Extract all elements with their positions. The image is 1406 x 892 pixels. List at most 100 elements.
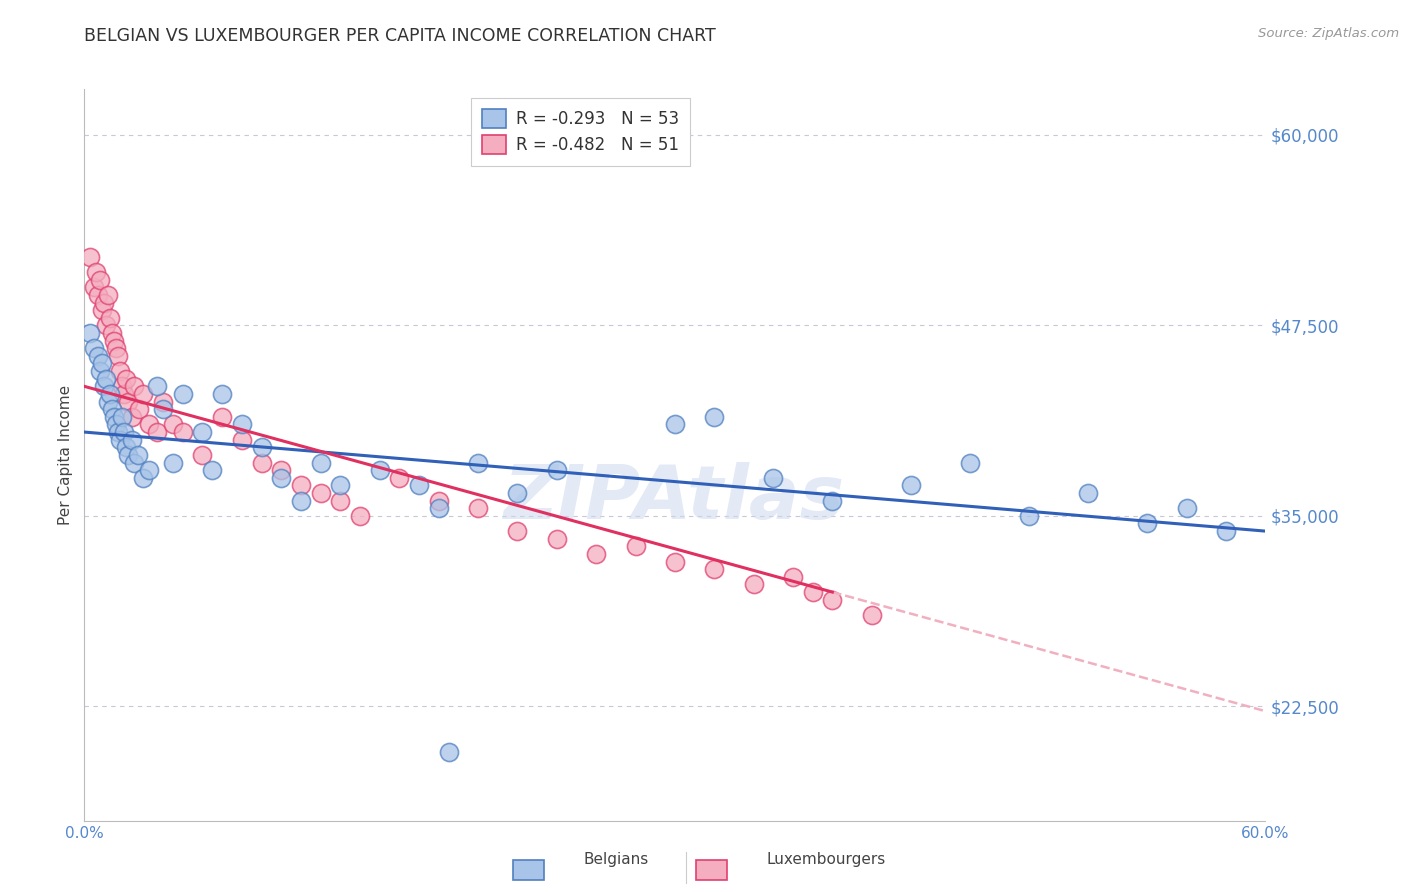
Point <box>172 425 194 439</box>
Point <box>703 562 725 576</box>
Point <box>742 577 765 591</box>
Point <box>111 379 134 393</box>
Point <box>83 341 105 355</box>
Point <box>1175 501 1198 516</box>
Point <box>97 288 120 302</box>
Point <box>329 478 352 492</box>
Point <box>117 448 139 462</box>
Point <box>128 402 150 417</box>
Point <box>211 409 233 424</box>
Point <box>664 417 686 432</box>
Point <box>1136 516 1159 531</box>
Point <box>388 471 411 485</box>
Point <box>506 486 529 500</box>
Point <box>162 417 184 432</box>
Point <box>138 417 160 432</box>
Text: ZIPAtlas: ZIPAtlas <box>505 462 845 535</box>
Point <box>93 295 115 310</box>
Point <box>98 387 121 401</box>
Point <box>762 471 785 485</box>
Point <box>585 547 607 561</box>
Point <box>122 379 145 393</box>
Text: Source: ZipAtlas.com: Source: ZipAtlas.com <box>1258 27 1399 40</box>
Point <box>437 745 460 759</box>
Point <box>108 433 131 447</box>
Point <box>900 478 922 492</box>
Legend: R = -0.293   N = 53, R = -0.482   N = 51: R = -0.293 N = 53, R = -0.482 N = 51 <box>471 97 690 166</box>
Point <box>103 409 125 424</box>
Point <box>94 318 117 333</box>
Point <box>79 250 101 264</box>
Point <box>107 425 129 439</box>
Point <box>467 456 489 470</box>
Point <box>624 539 647 553</box>
Point <box>97 394 120 409</box>
Point <box>959 456 981 470</box>
Point <box>111 409 134 424</box>
Point <box>83 280 105 294</box>
Point <box>1077 486 1099 500</box>
Point <box>87 288 110 302</box>
Point <box>1215 524 1237 538</box>
Point <box>152 402 174 417</box>
Point <box>231 417 253 432</box>
Point <box>546 463 568 477</box>
Point <box>368 463 391 477</box>
Point <box>132 387 155 401</box>
Point <box>127 448 149 462</box>
Point <box>231 433 253 447</box>
Point <box>114 440 136 454</box>
Point <box>191 425 214 439</box>
Point <box>408 478 430 492</box>
Point <box>121 409 143 424</box>
Point <box>112 387 135 401</box>
Point <box>821 493 844 508</box>
Point <box>782 570 804 584</box>
Point <box>506 524 529 538</box>
Point <box>104 417 127 432</box>
Point <box>329 493 352 508</box>
Point <box>309 486 332 500</box>
Point <box>114 372 136 386</box>
Point <box>546 532 568 546</box>
Text: BELGIAN VS LUXEMBOURGER PER CAPITA INCOME CORRELATION CHART: BELGIAN VS LUXEMBOURGER PER CAPITA INCOM… <box>84 27 716 45</box>
Point <box>821 592 844 607</box>
Point <box>201 463 224 477</box>
Text: Luxembourgers: Luxembourgers <box>766 853 886 867</box>
Point <box>427 501 450 516</box>
Point <box>121 433 143 447</box>
Point <box>427 493 450 508</box>
Point <box>211 387 233 401</box>
Point <box>132 471 155 485</box>
Point <box>860 607 883 622</box>
Point <box>93 379 115 393</box>
Point <box>467 501 489 516</box>
Point <box>138 463 160 477</box>
Point <box>79 326 101 340</box>
Point <box>191 448 214 462</box>
Point <box>146 425 169 439</box>
Point <box>94 372 117 386</box>
Point <box>801 585 824 599</box>
Y-axis label: Per Capita Income: Per Capita Income <box>58 384 73 525</box>
Point <box>270 463 292 477</box>
Point <box>349 508 371 523</box>
Point <box>91 356 114 371</box>
Point <box>89 273 111 287</box>
Point <box>122 456 145 470</box>
Point <box>98 310 121 325</box>
Point <box>1018 508 1040 523</box>
Point <box>107 349 129 363</box>
Point <box>101 326 124 340</box>
Point <box>108 364 131 378</box>
Point <box>664 555 686 569</box>
Point <box>152 394 174 409</box>
Point <box>290 493 312 508</box>
Point <box>146 379 169 393</box>
Point <box>103 334 125 348</box>
Point <box>112 425 135 439</box>
Point <box>117 394 139 409</box>
Point <box>250 440 273 454</box>
Point <box>87 349 110 363</box>
Point <box>84 265 107 279</box>
